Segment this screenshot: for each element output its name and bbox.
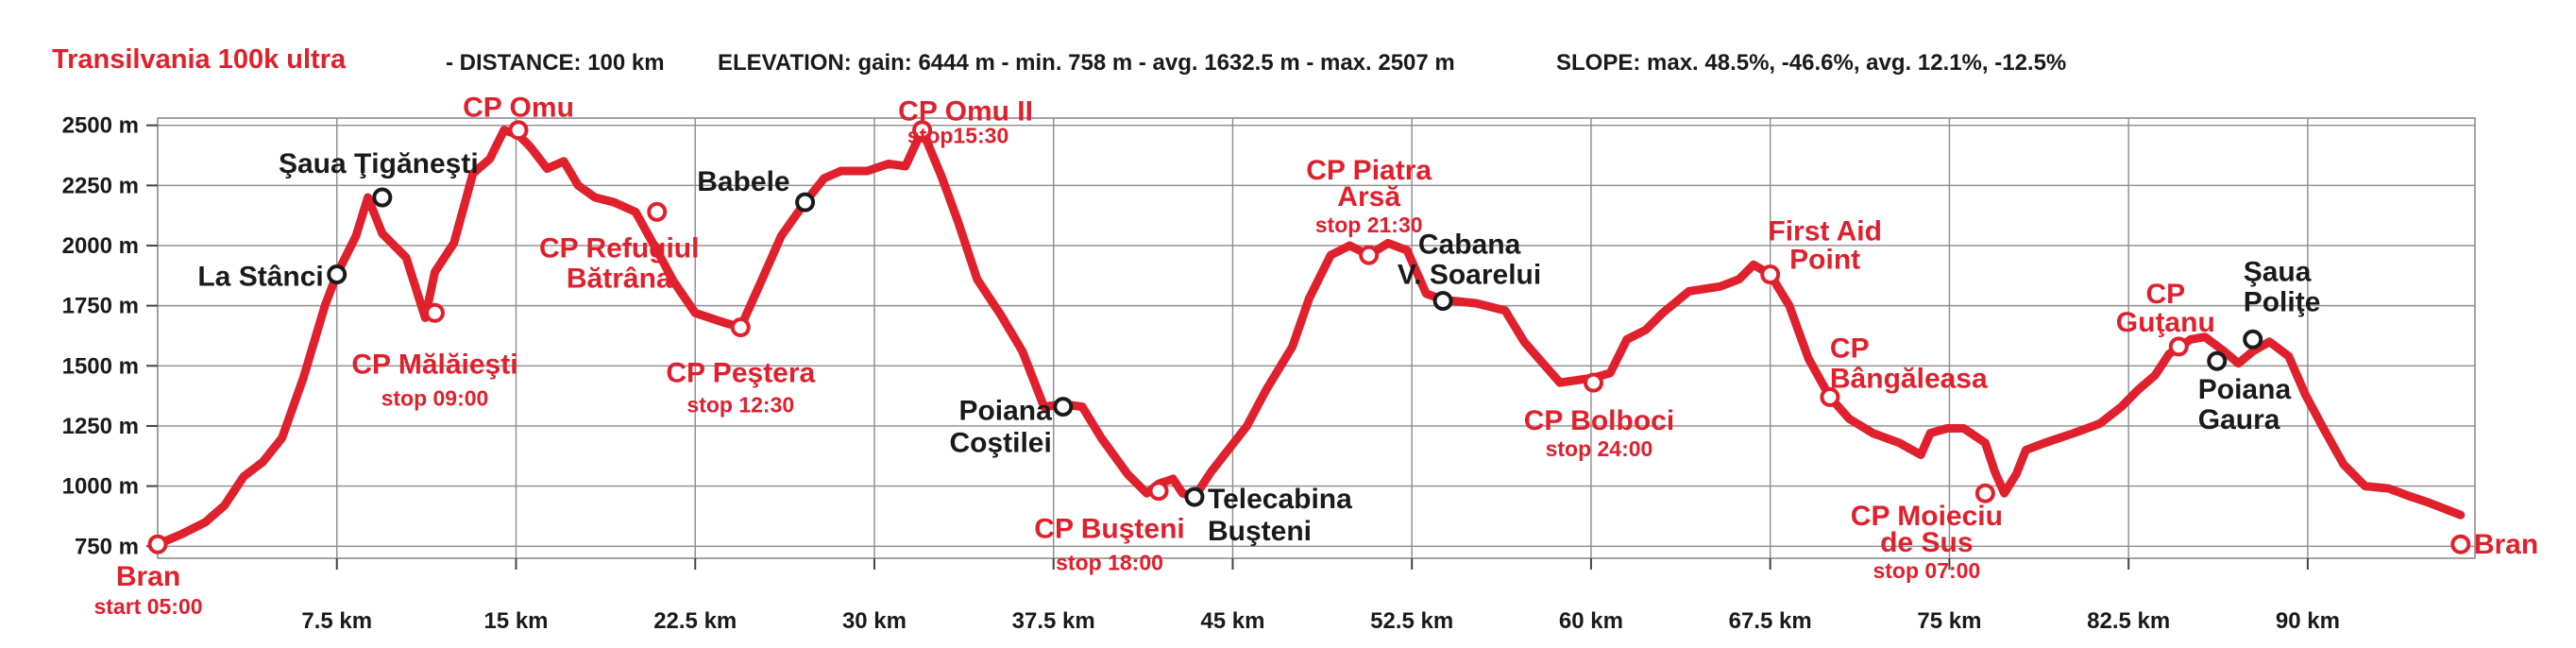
- chart-title: Transilvania 100k ultra: [52, 44, 347, 75]
- checkpoint-marker: [795, 192, 816, 213]
- x-tick-label: 7.5 km: [301, 608, 372, 634]
- checkpoint-label: Şaua: [2244, 256, 2312, 287]
- checkpoint-label: Cabana: [1418, 230, 1521, 261]
- y-tick-label: 2500 m: [62, 113, 139, 139]
- checkpoint-label: Poliţe: [2244, 286, 2321, 317]
- checkpoints: [147, 120, 2471, 554]
- y-tick-label: 1250 m: [62, 414, 139, 439]
- checkpoint-marker: [372, 187, 393, 208]
- x-tick-label: 67.5 km: [1729, 608, 1812, 634]
- checkpoint-time: stop 21:30: [1315, 213, 1423, 237]
- checkpoint-marker: [327, 264, 347, 285]
- checkpoint-marker: [2168, 336, 2189, 357]
- y-tick-label: 2000 m: [62, 233, 139, 259]
- checkpoint-time: stop15:30: [907, 124, 1008, 148]
- checkpoint-label: Poiana: [958, 396, 1052, 427]
- grid: [158, 118, 2475, 558]
- x-tick-label: 60 km: [1559, 608, 1623, 634]
- stat-elevation: ELEVATION: gain: 6444 m - min. 758 m - a…: [718, 50, 1455, 76]
- checkpoint-label: CP Moieciu: [1851, 501, 2003, 532]
- checkpoint-label: Bran: [2474, 529, 2538, 560]
- y-tick-label: 1500 m: [62, 353, 139, 379]
- x-tick-label: 52.5 km: [1370, 608, 1453, 634]
- checkpoint-label: CP Mălăieşti: [351, 349, 517, 380]
- checkpoint-time: stop 07:00: [1873, 558, 1980, 583]
- x-tick-label: 15 km: [483, 608, 548, 634]
- checkpoint-label: Bângăleasa: [1830, 363, 1988, 394]
- checkpoint-time: stop 24:00: [1546, 436, 1653, 461]
- checkpoint-marker: [424, 302, 445, 323]
- checkpoint-label: CP Omu II: [898, 96, 1033, 128]
- checkpoint-marker: [647, 201, 668, 222]
- checkpoint-label: Point: [1789, 245, 1860, 276]
- checkpoint-marker: [2243, 329, 2263, 350]
- checkpoint-marker: [1820, 386, 1840, 407]
- checkpoint-time: start 05:00: [93, 594, 202, 619]
- checkpoint-time: stop 18:00: [1056, 551, 1163, 575]
- y-tick-label: 750 m: [75, 534, 139, 559]
- checkpoint-time: stop 09:00: [381, 385, 489, 410]
- x-tick-label: 90 km: [2276, 608, 2340, 634]
- checkpoint-marker: [147, 534, 168, 554]
- checkpoint-marker: [912, 120, 933, 141]
- checkpoint-label: CP Peştera: [666, 358, 815, 389]
- checkpoint-label: CP Bolboci: [1524, 405, 1674, 436]
- checkpoint-label: Guţanu: [2116, 307, 2215, 338]
- checkpoint-marker: [1148, 481, 1169, 502]
- checkpoint-marker: [1760, 264, 1781, 285]
- checkpoint-label: de Sus: [1880, 527, 1973, 558]
- stat-distance: - DISTANCE: 100 km: [446, 50, 665, 76]
- checkpoint-label: First Aid: [1768, 216, 1882, 247]
- x-tick-label: 82.5 km: [2087, 608, 2170, 634]
- checkpoint-marker: [1583, 372, 1603, 393]
- checkpoint-label: CP Buşteni: [1034, 514, 1184, 545]
- checkpoint-time: stop 12:30: [686, 393, 794, 418]
- checkpoint-marker: [1053, 397, 1074, 418]
- x-tick-label: 37.5 km: [1012, 608, 1095, 634]
- checkpoint-label: Poiana: [2198, 374, 2292, 405]
- checkpoint-label: V. Soarelui: [1398, 260, 1541, 291]
- stat-slope: SLOPE: max. 48.5%, -46.6%, avg. 12.1%, -…: [1556, 50, 2066, 76]
- checkpoint-marker: [1184, 486, 1205, 507]
- checkpoint-marker: [1432, 291, 1453, 312]
- plot-frame: [157, 117, 2476, 559]
- checkpoint-label: Şaua Ţigăneşti: [279, 148, 479, 179]
- x-axis-ticks: 7.5 km 15 km 22.5 km 30 km 37.5 km 45 km 52.5 …: [301, 558, 2340, 634]
- checkpoint-label: Coştilei: [949, 428, 1051, 459]
- checkpoint-label: CP: [2145, 279, 2185, 310]
- checkpoint-marker: [1974, 483, 1995, 503]
- checkpoint-marker: [1359, 245, 1380, 265]
- checkpoint-label: Bran: [116, 561, 180, 592]
- y-tick-label: 1750 m: [62, 294, 139, 319]
- x-tick-label: 75 km: [1917, 608, 1981, 634]
- checkpoint-label: CP Omu: [463, 93, 574, 124]
- x-tick-label: 30 km: [842, 608, 907, 634]
- checkpoint-label: Telecabina: [1208, 484, 1352, 515]
- checkpoint-marker: [508, 120, 529, 141]
- y-axis-ticks: 750 m 1000 m 1250 m 1500 m 1750 m 2000 m 2250 …: [62, 113, 158, 559]
- checkpoint-label: Bătrâna: [567, 263, 672, 294]
- checkpoint-label: Babele: [697, 166, 789, 197]
- checkpoint-label: Buşteni: [1208, 516, 1312, 547]
- checkpoint-label: Arsă: [1337, 181, 1400, 213]
- checkpoint-label: CP: [1830, 333, 1870, 364]
- y-tick-label: 1000 m: [62, 474, 139, 500]
- checkpoint-label: Gaura: [2198, 404, 2280, 435]
- checkpoint-marker: [730, 317, 751, 338]
- y-tick-label: 2250 m: [62, 173, 139, 198]
- x-tick-label: 22.5 km: [653, 608, 737, 634]
- checkpoint-label: CP Refugiul: [539, 232, 699, 264]
- checkpoint-label: La Stânci: [197, 262, 323, 293]
- checkpoint-marker: [2450, 534, 2471, 554]
- checkpoint-marker: [2207, 350, 2228, 371]
- checkpoint-label: CP Piatra: [1306, 155, 1432, 186]
- x-tick-label: 45 km: [1200, 608, 1264, 634]
